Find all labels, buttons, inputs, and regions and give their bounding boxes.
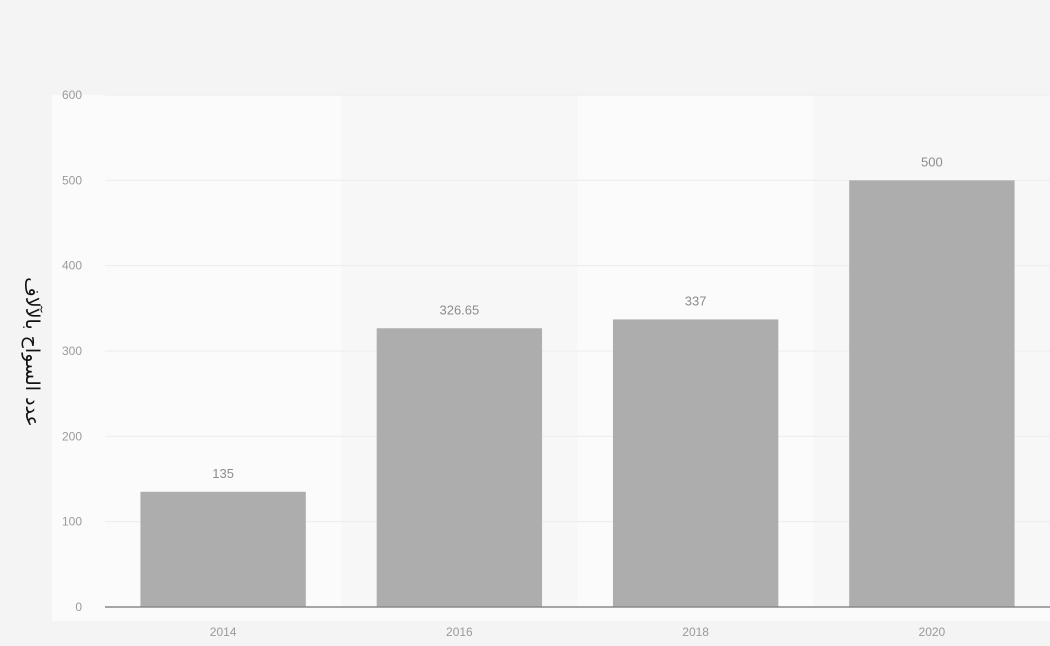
data-label: 337 — [685, 293, 707, 308]
y-tick-label: 300 — [62, 344, 82, 358]
data-label: 500 — [921, 154, 943, 169]
x-tick-label: 2014 — [210, 625, 237, 639]
y-tick-label: 200 — [62, 429, 82, 443]
data-label: 326.65 — [439, 302, 479, 317]
y-tick-label: 500 — [62, 173, 82, 187]
y-tick-label: 400 — [62, 259, 82, 273]
x-axis-ticks: 2014 2016 2018 2020 — [210, 625, 946, 639]
data-labels: 135 326.65 337 500 — [212, 154, 942, 480]
bars — [140, 180, 1015, 608]
y-axis-ticks: 0 100 200 300 400 500 600 — [62, 88, 82, 614]
y-axis-title: عدد السواح بالآلاف — [21, 277, 43, 427]
y-tick-label: 100 — [62, 515, 82, 529]
y-tick-label: 600 — [62, 88, 82, 102]
bar — [612, 319, 779, 607]
x-tick-label: 2018 — [682, 625, 709, 639]
y-tick-label: 0 — [75, 600, 82, 614]
bar — [849, 180, 1015, 608]
bar — [140, 491, 306, 607]
x-tick-label: 2020 — [919, 625, 946, 639]
x-tick-label: 2016 — [446, 625, 473, 639]
bar — [376, 328, 543, 607]
data-label: 135 — [212, 466, 234, 481]
